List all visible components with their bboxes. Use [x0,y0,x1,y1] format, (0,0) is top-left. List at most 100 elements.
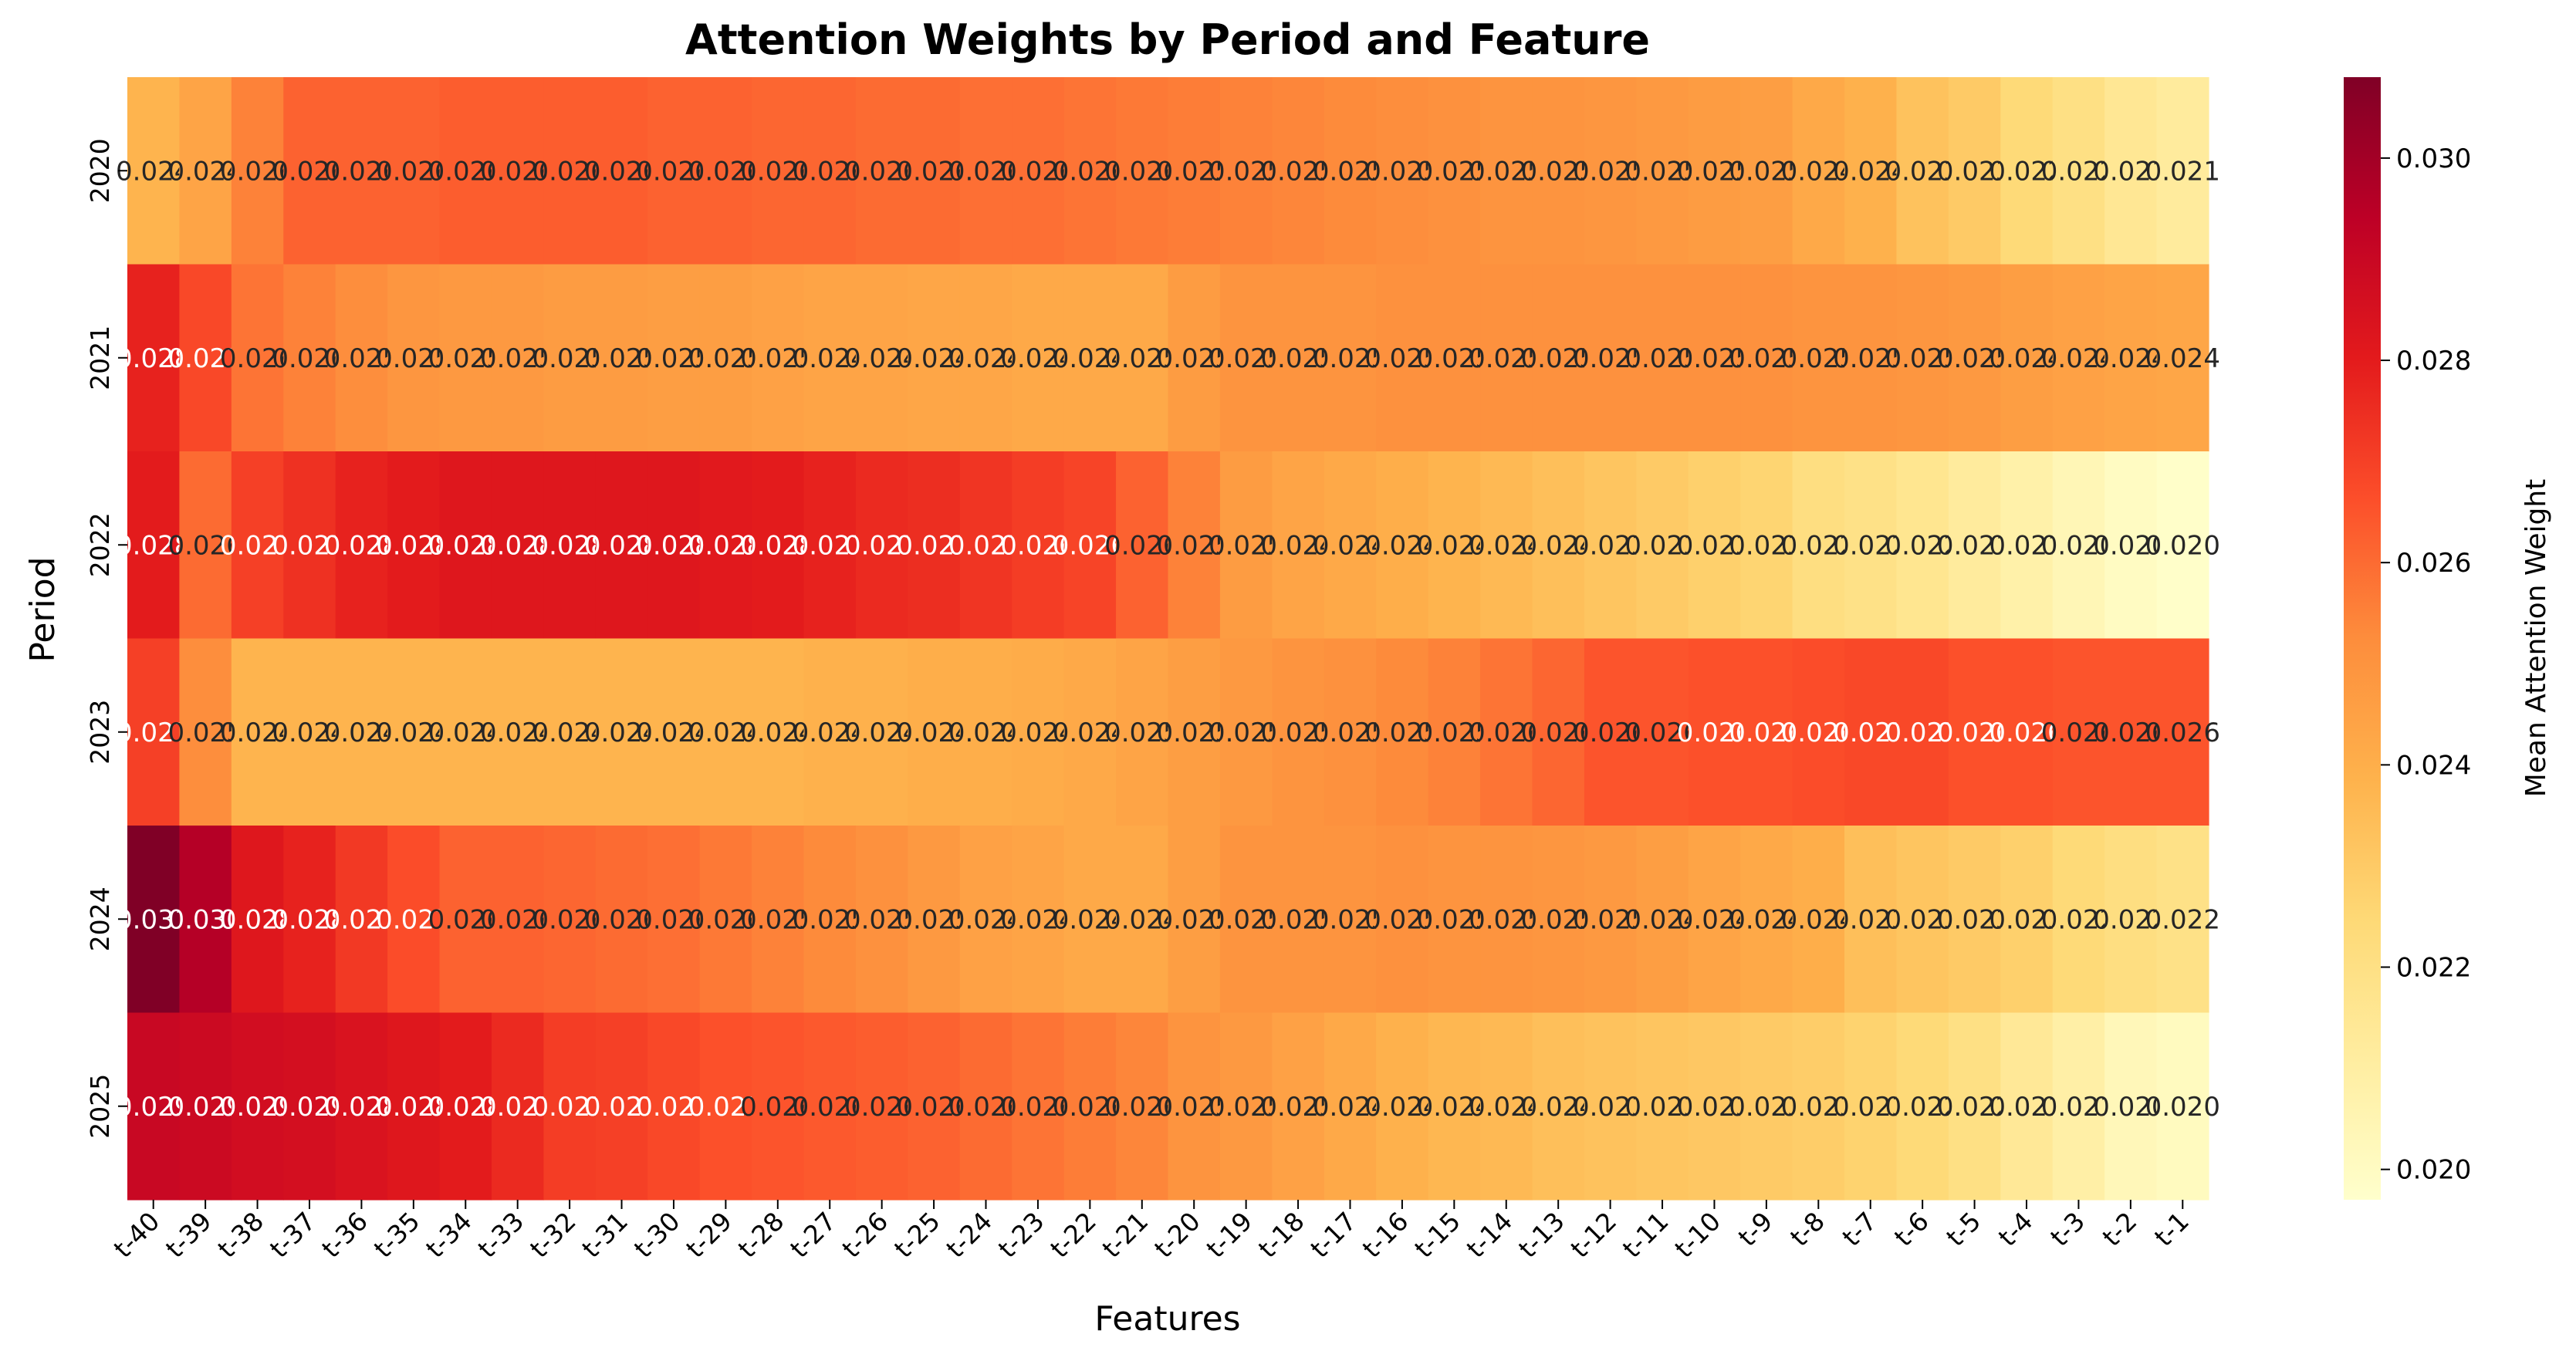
cell-value-label: 0.025 [1209,530,1283,561]
heatmap-cell [1792,638,1845,826]
heatmap-cell [1792,826,1845,1014]
cell-value-label: 0.023 [1781,1092,1856,1123]
heatmap-cell [127,451,181,640]
heatmap-cell [855,826,908,1014]
heatmap-cell [491,826,544,1014]
heatmap-cell [283,77,336,265]
cell-value-label: 0.025 [1104,343,1179,374]
heatmap-cell [439,638,492,826]
heatmap-cell [491,264,544,452]
cell-value-label: 0.024 [1104,904,1179,935]
heatmap-cell [1219,451,1273,640]
colorbar-tick-label: 0.024 [2396,750,2471,781]
colorbar-tick-label: 0.028 [2396,346,2471,377]
cell-value-label: 0.024 [1521,530,1596,561]
heatmap-cell [595,451,648,640]
cell-value-label: 0.022 [1937,1092,2012,1123]
cell-value-label: 0.025 [688,343,763,374]
heatmap-cell [1323,826,1377,1014]
x-tick-label: t-18 [1253,1206,1310,1264]
heatmap-cell [491,77,544,265]
cell-value-label: 0.025 [1937,343,2012,374]
heatmap-cell [752,638,805,826]
heatmap-cell [1480,264,1533,452]
cell-value-label: 0.028 [116,343,191,374]
heatmap-cell [1272,1012,1325,1201]
heatmap-cell [2052,638,2105,826]
heatmap-cell [1740,77,1793,265]
heatmap-cell [1012,1012,1065,1201]
cell-value-label: 0.023 [1885,156,1959,187]
heatmap-cell [752,264,805,452]
heatmap-cell [2000,826,2054,1014]
heatmap-cell [908,264,961,452]
heatmap-cell [1532,77,1585,265]
x-tick-label: t-9 [1733,1206,1779,1252]
cell-value-label: 0.025 [1573,904,1648,935]
cell-value-label: 0.025 [324,343,399,374]
heatmap-cell [2000,1012,2054,1201]
cell-value-label: 0.025 [1417,343,1492,374]
x-tick-label: t-39 [160,1206,218,1264]
heatmap-cell [1428,638,1481,826]
heatmap-cell [1012,451,1065,640]
heatmap-cell [752,826,805,1014]
cell-value-label: 0.021 [1937,530,2012,561]
x-tick-label: t-37 [264,1206,322,1264]
cell-value-label: 0.025 [1313,718,1388,748]
heatmap-cell [1948,264,2001,452]
heatmap-cell [231,264,284,452]
cell-value-label: 0.026 [167,530,242,561]
heatmap-cell [1376,826,1429,1014]
cell-value-label: 0.026 [1937,718,2012,748]
cell-value-label: 0.025 [584,343,659,374]
cell-value-label: 0.027 [480,1092,555,1123]
x-tick-label: t-23 [992,1206,1050,1264]
cell-value-label: 0.024 [272,718,347,748]
y-tick-label: 2023 [85,700,115,765]
cell-value-label: 0.025 [1573,343,1648,374]
heatmap-cell [1116,1012,1169,1201]
heatmap-cell [335,451,388,640]
cell-value-label: 0.024 [1989,343,2064,374]
cell-value-label: 0.028 [116,530,191,561]
heatmap-cell [1063,451,1117,640]
heatmap-cell [1948,826,2001,1014]
heatmap-cell [543,451,597,640]
heatmap-cell [1168,1012,1221,1201]
cell-value-label: 0.025 [1157,904,1232,935]
colorbar [2344,77,2381,1200]
cell-value-label: 0.026 [2145,718,2220,748]
x-tick-label: t-36 [316,1206,374,1264]
cell-value-label: 0.022 [1833,530,1908,561]
x-tick-label: t-34 [420,1206,478,1264]
cell-value-label: 0.025 [1209,904,1283,935]
cell-value-label: 0.027 [220,530,295,561]
cell-value-label: 0.025 [1364,718,1439,748]
cell-value-label: 0.024 [167,156,242,187]
cell-value-label: 0.025 [376,343,451,374]
cell-value-label: 0.026 [688,904,763,935]
cell-value-label: 0.024 [636,718,711,748]
heatmap-cell [1480,77,1533,265]
heatmap-cell [1532,451,1585,640]
heatmap-cell [1168,77,1221,265]
heatmap-cell [1323,638,1377,826]
heatmap-cell [803,638,857,826]
heatmap-cell [908,451,961,640]
heatmap-cell [1272,264,1325,452]
cell-value-label: 0.024 [688,718,763,748]
heatmap-cell [2000,77,2054,265]
heatmap-cell [1428,1012,1481,1201]
cell-value-label: 0.026 [220,343,295,374]
cell-value-label: 0.026 [480,156,555,187]
cell-value-label: 0.025 [1157,1092,1232,1123]
x-tick-label: t-38 [211,1206,269,1264]
heatmap-cell [699,826,752,1014]
cell-value-label: 0.027 [948,530,1023,561]
colorbar-tick-label: 0.026 [2396,548,2471,579]
heatmap-cell [439,77,492,265]
x-tick-label: t-14 [1461,1206,1519,1264]
cell-value-label: 0.022 [2041,156,2116,187]
